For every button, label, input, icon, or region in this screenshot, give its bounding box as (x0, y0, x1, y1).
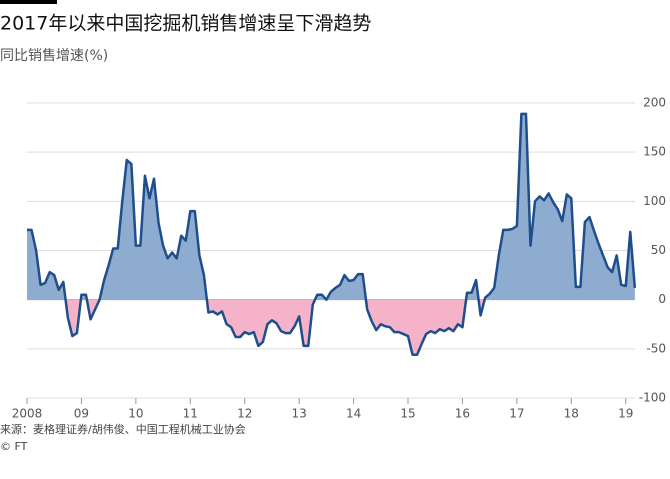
y-tick-label: 50 (651, 243, 666, 257)
x-tick-label: 11 (183, 407, 198, 421)
x-tick-label: 13 (292, 407, 307, 421)
area (27, 113, 635, 355)
credit: © FT (0, 440, 28, 453)
x-tick-label: 12 (237, 407, 252, 421)
line (27, 112, 637, 356)
x-tick-label: 18 (564, 407, 579, 421)
y-tick-label: 200 (643, 96, 666, 110)
x-tick-label: 17 (509, 407, 524, 421)
x-tick-label: 09 (74, 407, 89, 421)
y-tick-label: -100 (639, 391, 666, 405)
x-tick-label: 10 (128, 407, 143, 421)
x-tick-label: 15 (400, 407, 415, 421)
chart-subtitle: 同比销售增速(%) (0, 48, 108, 64)
y-tick-label: 0 (658, 292, 666, 306)
x-tick-label: 19 (618, 407, 633, 421)
y-tick-label: 100 (643, 194, 666, 208)
chart-title: 2017年以来中国挖掘机销售增速呈下滑趋势 (0, 13, 371, 35)
x-tick-label: 2008 (12, 407, 43, 421)
source: 来源：麦格理证券/胡伟俊、中国工程机械工业协会 (0, 422, 246, 436)
title-bar (0, 0, 57, 4)
y-tick-label: -50 (646, 341, 666, 355)
x-tick-label: 14 (346, 407, 361, 421)
y-tick-label: 150 (643, 145, 666, 159)
x-tick-label: 16 (455, 407, 470, 421)
